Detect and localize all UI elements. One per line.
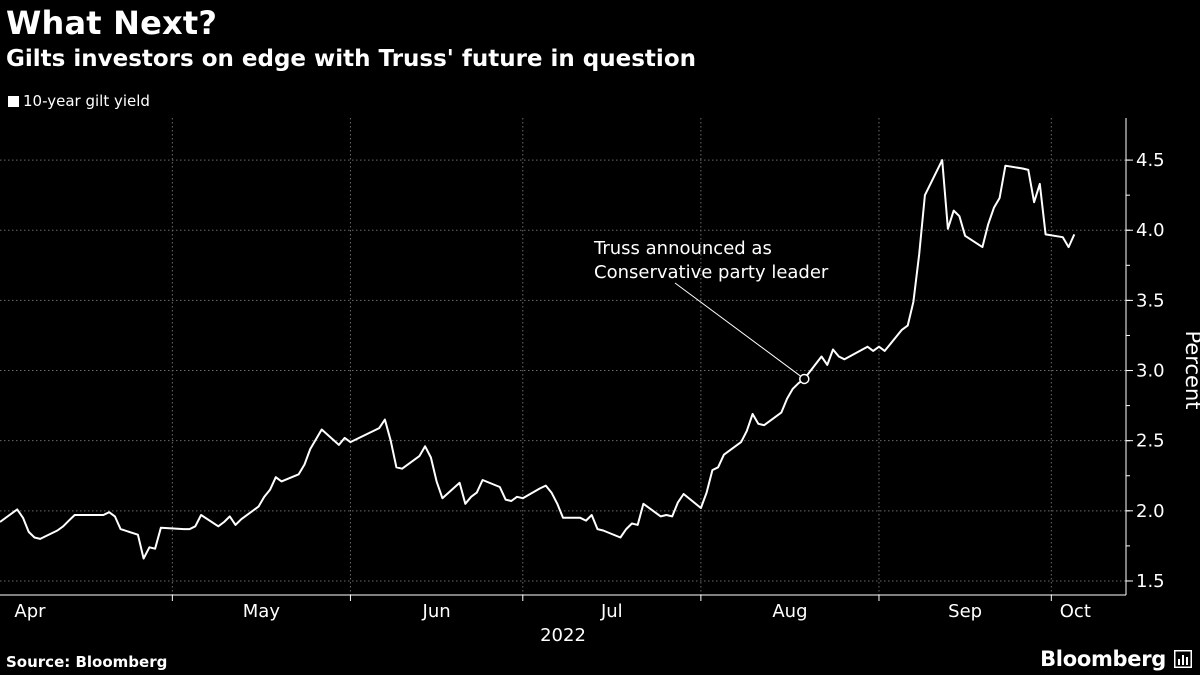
legend-swatch [8, 95, 19, 107]
y-tick-label: 4.0 [1136, 220, 1165, 241]
y-tick-label: 2.0 [1136, 501, 1165, 522]
source-note: Source: Bloomberg [6, 653, 168, 671]
x-tick-label: Oct [1060, 601, 1091, 622]
y-axis-label: Percent [1181, 330, 1200, 409]
gridlines [0, 118, 1126, 595]
annotation-leader-line [674, 282, 801, 377]
annotation-text-line: Conservative party leader [594, 262, 829, 283]
x-tick-label: Sep [948, 601, 982, 622]
legend: 10-year gilt yield [8, 92, 150, 110]
y-tick-label: 3.5 [1136, 290, 1165, 311]
y-tick-label: 3.0 [1136, 361, 1165, 382]
y-tick-label: 1.5 [1136, 571, 1165, 592]
annotation-marker [799, 373, 810, 385]
y-axis-ticks: 1.5 2.0 2.5 3.0 3.5 4.0 4.5 [1126, 150, 1165, 592]
brand-logo: Bloomberg [1040, 647, 1166, 671]
x-tick-label: Jul [600, 601, 623, 622]
x-tick-label: Jun [422, 601, 451, 622]
series-line-10-year-gilt-yield [0, 159, 1076, 560]
y-tick-label: 4.5 [1136, 150, 1165, 171]
series-layer [0, 159, 1076, 560]
y-tick-label: 2.5 [1136, 431, 1165, 452]
chart-subtitle: Gilts investors on edge with Truss' futu… [6, 46, 696, 72]
x-axis-ticks: Apr May Jun Jul Aug Sep Oct [14, 595, 1091, 622]
x-tick-label: Apr [14, 601, 46, 622]
axes [0, 118, 1127, 596]
year-label: 2022 [540, 625, 586, 646]
annotation-text-line: Truss announced as [593, 238, 772, 259]
x-tick-label: Aug [772, 601, 807, 622]
chart-title: What Next? [6, 4, 218, 42]
legend-label: 10-year gilt yield [23, 92, 150, 110]
annotation-layer: Truss announced as Conservative party lea… [593, 238, 829, 385]
x-tick-label: May [243, 601, 281, 622]
bloomberg-terminal-icon [1174, 650, 1192, 668]
